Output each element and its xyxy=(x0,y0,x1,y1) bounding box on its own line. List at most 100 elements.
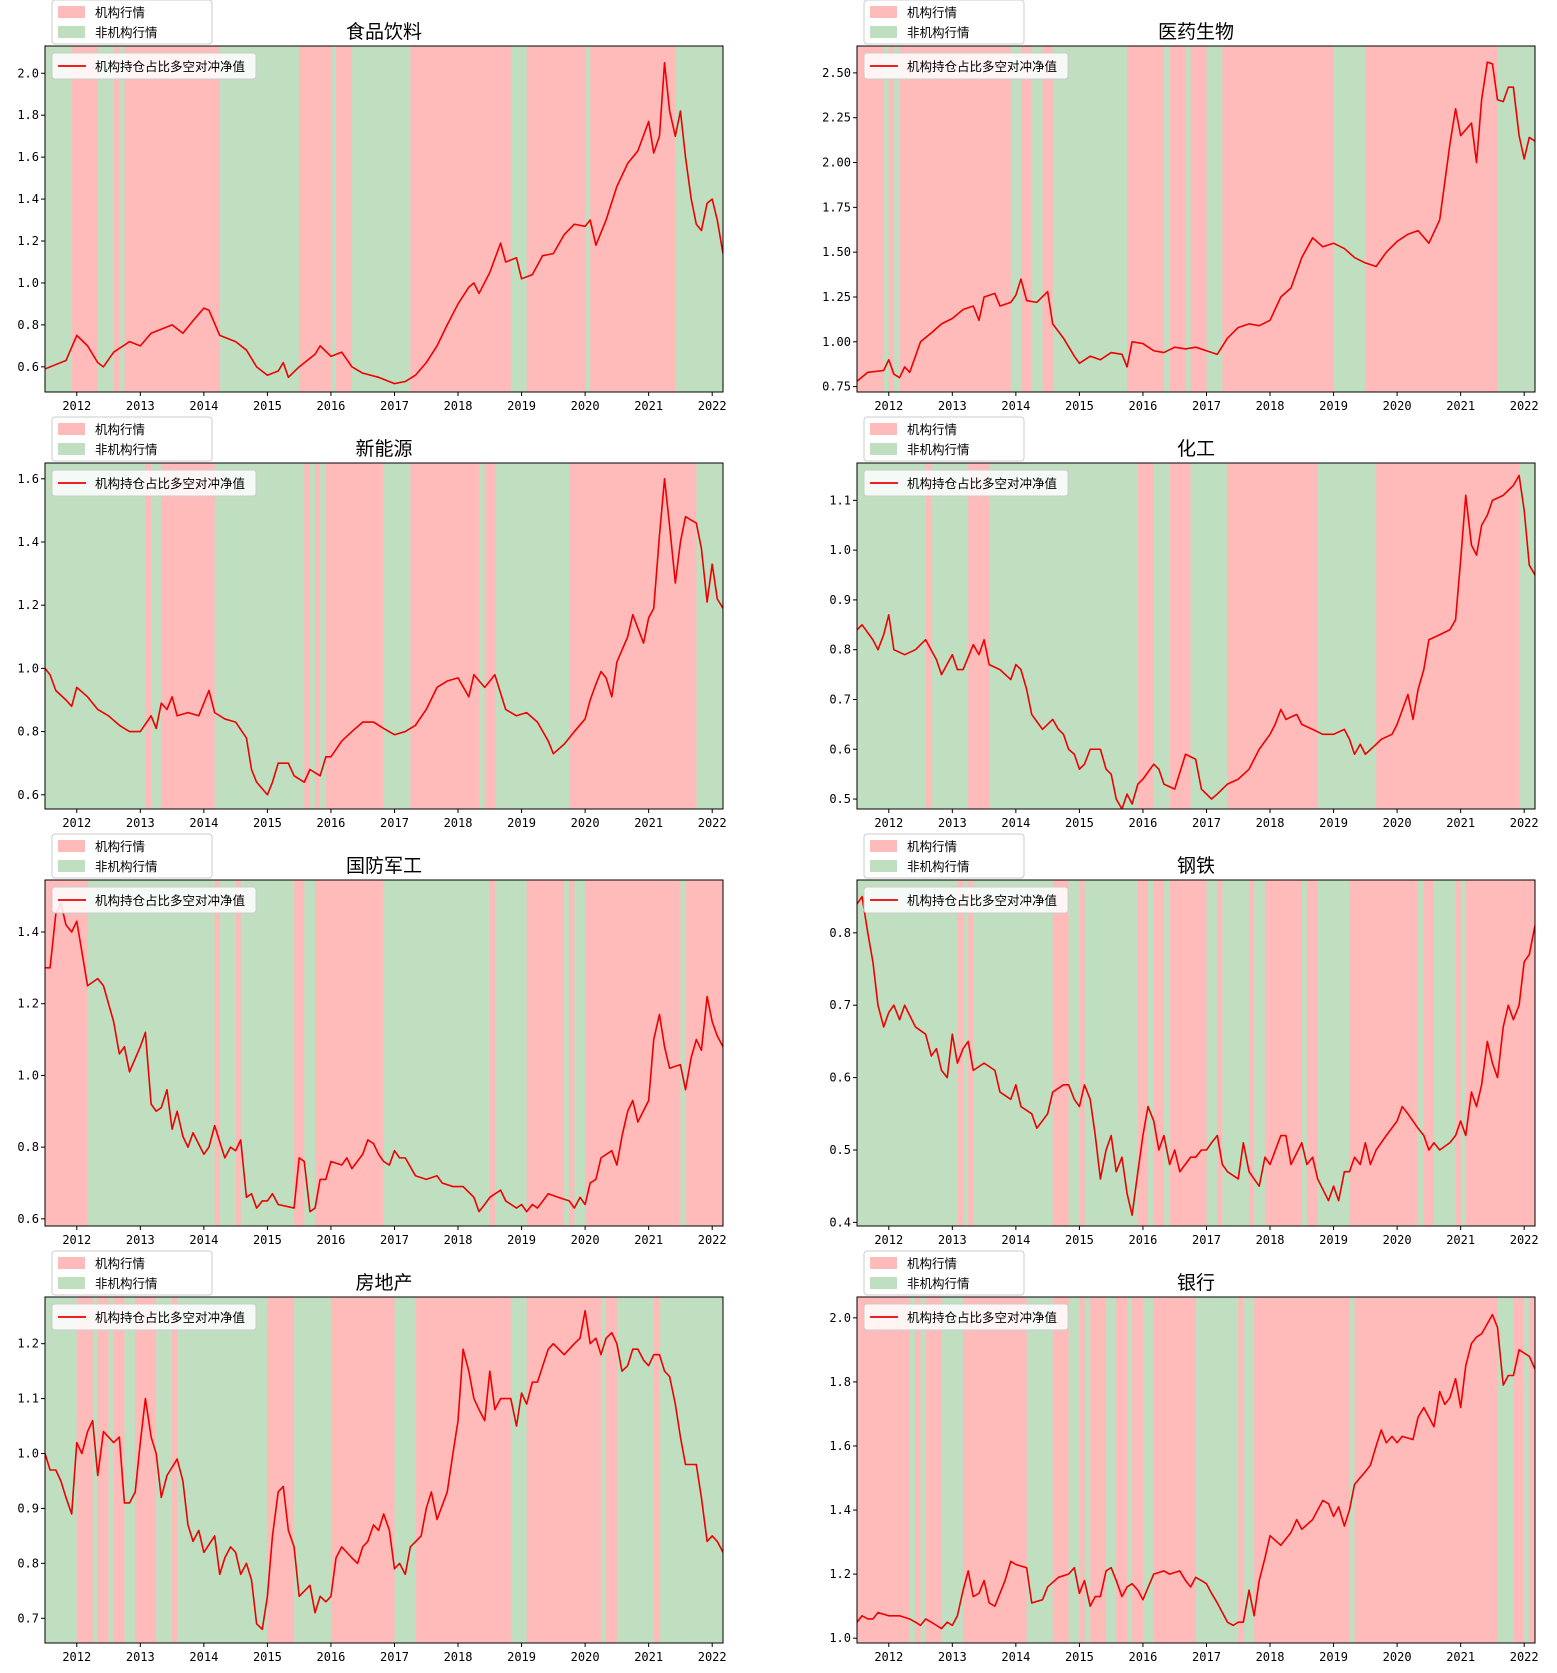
regime-band-inst xyxy=(1254,1297,1350,1643)
regime-band-noninst xyxy=(383,880,390,1226)
subplot-title: 医药生物 xyxy=(1158,21,1234,43)
y-tick-label: 1.0 xyxy=(17,1068,39,1082)
x-tick-label: 2013 xyxy=(938,1233,967,1247)
x-tick-label: 2022 xyxy=(698,1233,727,1247)
regime-band-inst xyxy=(484,463,496,809)
plot-frame xyxy=(44,462,724,810)
legend-swatch-noninst xyxy=(870,860,897,872)
subplot-title: 房地产 xyxy=(355,1272,412,1294)
regime-band-noninst xyxy=(1127,1297,1133,1643)
regime-band-noninst xyxy=(124,1297,136,1643)
regime-legend-frame xyxy=(51,833,213,879)
regime-band-noninst xyxy=(1333,46,1366,392)
regime-bands xyxy=(857,463,1535,809)
regime-band-inst xyxy=(569,463,697,809)
regime-bands xyxy=(45,1297,723,1643)
regime-band-inst xyxy=(71,46,99,392)
regime-band-inst xyxy=(1249,880,1255,1226)
plot-frame xyxy=(44,1296,724,1644)
regime-band-inst xyxy=(1042,46,1054,392)
regime-band-noninst xyxy=(1206,880,1218,1226)
legend-label-series: 机构持仓占比多空对冲净值 xyxy=(907,893,1057,908)
x-tick-label: 2012 xyxy=(874,816,903,830)
regime-band-inst xyxy=(1306,880,1319,1226)
series-line xyxy=(45,61,723,385)
plot-frame xyxy=(856,45,1536,393)
legend-swatch-inst xyxy=(58,1257,85,1269)
regime-band-inst xyxy=(1190,46,1207,392)
x-tick-label: 2016 xyxy=(316,1233,345,1247)
x-tick-label: 2015 xyxy=(253,399,282,413)
x-tick-label: 2017 xyxy=(380,1233,409,1247)
x-tick-label: 2018 xyxy=(1256,1650,1285,1664)
x-tick-label: 2014 xyxy=(189,1650,218,1664)
regime-band-noninst xyxy=(214,463,305,809)
regime-band-inst xyxy=(685,880,723,1226)
regime-band-inst xyxy=(526,880,565,1226)
y-tick-label: 1.0 xyxy=(829,543,851,557)
regime-band-inst xyxy=(1354,1297,1498,1643)
regime-band-noninst xyxy=(1195,1297,1207,1643)
y-tick-label: 2.0 xyxy=(829,1311,851,1325)
regime-band-noninst xyxy=(973,880,1054,1226)
x-tick-label: 2016 xyxy=(1128,1650,1157,1664)
legend-swatch-inst xyxy=(870,6,897,18)
x-tick-label: 2020 xyxy=(1383,399,1412,413)
series-legend: 机构持仓占比多空对冲净值 xyxy=(51,1303,257,1331)
series-legend: 机构持仓占比多空对冲净值 xyxy=(863,1303,1069,1331)
regime-band-noninst xyxy=(963,880,969,1226)
regime-band-noninst xyxy=(389,880,491,1226)
x-tick-label: 2017 xyxy=(1192,1233,1221,1247)
series-line xyxy=(857,474,1535,809)
regime-band-inst xyxy=(968,463,990,809)
regime-band-noninst xyxy=(616,1297,655,1643)
x-tick-label: 2015 xyxy=(253,816,282,830)
legend-label-inst: 机构行情 xyxy=(907,1256,957,1271)
x-tick-label: 2021 xyxy=(1446,816,1475,830)
y-tick-label: 0.8 xyxy=(17,318,39,332)
legend-label-noninst: 非机构行情 xyxy=(907,25,970,40)
x-tick-label: 2012 xyxy=(874,1233,903,1247)
y-tick-label: 0.6 xyxy=(17,360,39,374)
legend-swatch-inst xyxy=(870,1257,897,1269)
regime-band-noninst xyxy=(219,46,300,392)
legend-swatch-noninst xyxy=(870,443,897,455)
subplot-5: 2012 2013 2014 2015 2016 2017 2018 2019 2020 2021… xyxy=(17,833,727,1247)
y-tick-label: 1.0 xyxy=(829,1631,851,1645)
x-tick-label: 2018 xyxy=(444,1650,473,1664)
regime-band-noninst xyxy=(1052,46,1128,392)
subplot-title: 钢铁 xyxy=(1177,855,1215,877)
y-tick-label: 1.6 xyxy=(829,1439,851,1453)
regime-band-noninst xyxy=(108,1297,115,1643)
x-tick-label: 2013 xyxy=(126,1650,155,1664)
y-tick-label: 1.4 xyxy=(17,192,39,206)
series-legend-frame xyxy=(863,1303,1069,1331)
regime-band-inst xyxy=(1227,463,1319,809)
series-legend-frame xyxy=(51,886,257,914)
y-tick-label: 0.8 xyxy=(829,926,851,940)
x-tick-label: 2021 xyxy=(634,1650,663,1664)
x-tick-label: 2014 xyxy=(189,816,218,830)
regime-band-noninst xyxy=(151,463,162,809)
y-tick-label: 0.9 xyxy=(17,1501,39,1515)
subplot-title: 新能源 xyxy=(355,438,412,460)
regime-band-inst xyxy=(1217,880,1223,1226)
x-tick-label: 2021 xyxy=(634,816,663,830)
x-tick-label: 2015 xyxy=(1065,816,1094,830)
x-tick-label: 2022 xyxy=(1510,399,1539,413)
y-tick-label: 0.7 xyxy=(829,998,851,1012)
legend-swatch-inst xyxy=(58,423,85,435)
subplot-title: 国防军工 xyxy=(346,855,422,877)
regime-band-noninst xyxy=(510,1297,528,1643)
regime-band-noninst xyxy=(1418,880,1425,1226)
regime-band-inst xyxy=(1529,1297,1535,1643)
x-tick-label: 2013 xyxy=(126,399,155,413)
regime-band-noninst xyxy=(680,880,686,1226)
regime-band-inst xyxy=(45,880,88,1226)
regime-band-noninst xyxy=(857,880,958,1226)
x-tick-label: 2020 xyxy=(1383,1233,1412,1247)
regime-band-noninst xyxy=(1148,880,1155,1226)
regime-band-noninst xyxy=(1524,1297,1530,1643)
